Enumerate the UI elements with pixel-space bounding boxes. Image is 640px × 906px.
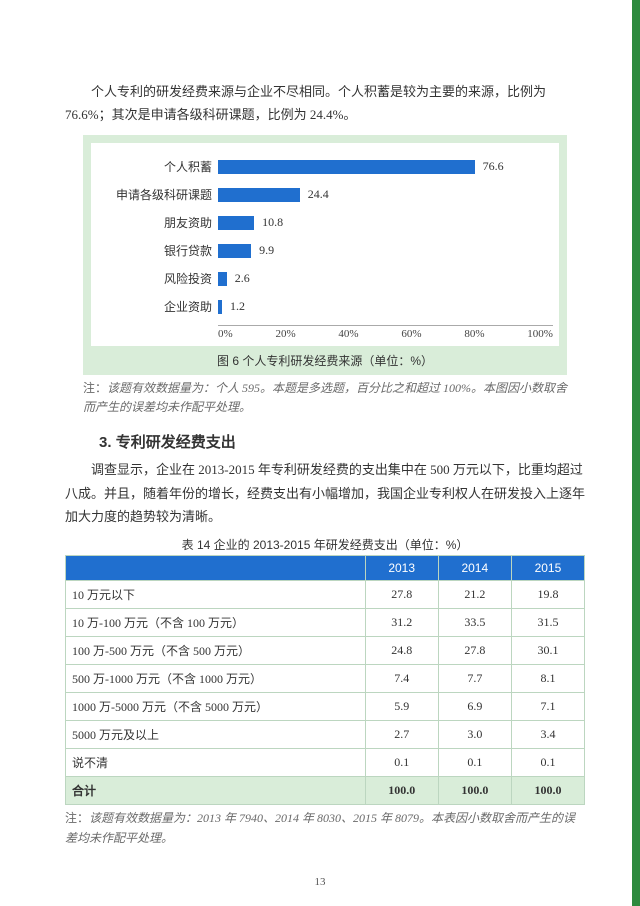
row-value-cell: 7.1	[511, 693, 584, 721]
total-value-cell: 100.0	[511, 777, 584, 805]
row-value-cell: 27.8	[438, 637, 511, 665]
row-value-cell: 8.1	[511, 665, 584, 693]
total-label-cell: 合计	[66, 777, 366, 805]
row-value-cell: 2.7	[365, 721, 438, 749]
row-value-cell: 27.8	[365, 581, 438, 609]
table-row: 5000 万元及以上2.73.03.4	[66, 721, 585, 749]
bar-row: 企业资助 1.2	[97, 293, 553, 321]
axis-tick-label: 20%	[275, 328, 295, 340]
bar-fill	[218, 300, 222, 314]
bar-row: 风险投资 2.6	[97, 265, 553, 293]
table-row: 1000 万-5000 万元（不含 5000 万元）5.96.97.1	[66, 693, 585, 721]
row-value-cell: 3.0	[438, 721, 511, 749]
bar-track: 24.4	[218, 181, 553, 209]
bar-track: 10.8	[218, 209, 553, 237]
table-caption: 表 14 企业的 2013-2015 年研发经费支出（单位：%）	[65, 536, 585, 553]
chart-x-axis: 0% 20% 40% 60% 80% 100%	[97, 325, 553, 340]
axis-tick-label: 100%	[527, 328, 553, 340]
table-row: 10 万-100 万元（不含 100 万元）31.233.531.5	[66, 609, 585, 637]
axis-tick-label: 60%	[401, 328, 421, 340]
bar-value-label: 24.4	[308, 187, 329, 202]
intro-paragraph: 个人专利的研发经费来源与企业不尽相同。个人积蓄是较为主要的来源，比例为 76.6…	[65, 80, 585, 127]
row-value-cell: 31.2	[365, 609, 438, 637]
row-value-cell: 7.4	[365, 665, 438, 693]
row-value-cell: 7.7	[438, 665, 511, 693]
bar-fill	[218, 244, 251, 258]
row-value-cell: 5.9	[365, 693, 438, 721]
axis-tick-label: 80%	[464, 328, 484, 340]
row-label-cell: 10 万元以下	[66, 581, 366, 609]
table-row: 100 万-500 万元（不含 500 万元）24.827.830.1	[66, 637, 585, 665]
row-value-cell: 30.1	[511, 637, 584, 665]
row-value-cell: 6.9	[438, 693, 511, 721]
row-value-cell: 0.1	[365, 749, 438, 777]
row-label-cell: 1000 万-5000 万元（不含 5000 万元）	[66, 693, 366, 721]
bar-fill	[218, 216, 254, 230]
bar-value-label: 1.2	[230, 299, 245, 314]
bar-track: 2.6	[218, 265, 553, 293]
bar-category-label: 申请各级科研课题	[97, 186, 218, 203]
table-row: 10 万元以下27.821.219.8	[66, 581, 585, 609]
row-label-cell: 5000 万元及以上	[66, 721, 366, 749]
bar-value-label: 76.6	[483, 159, 504, 174]
page-number: 13	[0, 876, 640, 888]
bar-category-label: 朋友资助	[97, 214, 218, 231]
table-row: 500 万-1000 万元（不含 1000 万元）7.47.78.1	[66, 665, 585, 693]
table-total-row: 合计100.0100.0100.0	[66, 777, 585, 805]
bar-value-label: 10.8	[262, 215, 283, 230]
bar-fill	[218, 188, 300, 202]
axis-tick-label: 40%	[338, 328, 358, 340]
row-value-cell: 24.8	[365, 637, 438, 665]
row-label-cell: 500 万-1000 万元（不含 1000 万元）	[66, 665, 366, 693]
table-header-cell: 2014	[438, 556, 511, 581]
chart-bars: 个人积蓄 76.6 申请各级科研课题 24.4 朋友资助 10.8 银行贷款 9.9 风险投资 2…	[97, 153, 553, 321]
bar-row: 申请各级科研课题 24.4	[97, 181, 553, 209]
table-footnote: 注：该题有效数据量为：2013 年 7940、2014 年 8030、2015 …	[65, 809, 585, 847]
bar-category-label: 风险投资	[97, 270, 218, 287]
row-value-cell: 0.1	[511, 749, 584, 777]
table-header-row: 201320142015	[66, 556, 585, 581]
bar-row: 银行贷款 9.9	[97, 237, 553, 265]
bar-value-label: 9.9	[259, 243, 274, 258]
row-value-cell: 3.4	[511, 721, 584, 749]
table-row: 说不清0.10.10.1	[66, 749, 585, 777]
table-header-cell: 2015	[511, 556, 584, 581]
chart-footnote: 注：该题有效数据量为：个人 595。本题是多选题，百分比之和超过 100%。本图…	[83, 379, 567, 417]
row-value-cell: 19.8	[511, 581, 584, 609]
table-body: 10 万元以下27.821.219.810 万-100 万元（不含 100 万元…	[66, 581, 585, 805]
row-value-cell: 31.5	[511, 609, 584, 637]
table-header-cell: 2013	[365, 556, 438, 581]
document-page: 个人专利的研发经费来源与企业不尽相同。个人积蓄是较为主要的来源，比例为 76.6…	[0, 0, 640, 906]
bar-category-label: 银行贷款	[97, 242, 218, 259]
bar-fill	[218, 272, 227, 286]
bar-track: 9.9	[218, 237, 553, 265]
figure-caption: 图 6 个人专利研发经费来源（单位：%）	[91, 346, 559, 371]
row-value-cell: 33.5	[438, 609, 511, 637]
bar-row: 朋友资助 10.8	[97, 209, 553, 237]
axis-tick-label: 0%	[218, 328, 233, 340]
row-label-cell: 说不清	[66, 749, 366, 777]
bar-fill	[218, 160, 475, 174]
bar-track: 76.6	[218, 153, 553, 181]
chart-plot-area: 个人积蓄 76.6 申请各级科研课题 24.4 朋友资助 10.8 银行贷款 9.9 风险投资 2…	[91, 143, 559, 346]
row-label-cell: 10 万-100 万元（不含 100 万元）	[66, 609, 366, 637]
row-value-cell: 0.1	[438, 749, 511, 777]
row-value-cell: 21.2	[438, 581, 511, 609]
chart-container: 个人积蓄 76.6 申请各级科研课题 24.4 朋友资助 10.8 银行贷款 9.9 风险投资 2…	[83, 135, 567, 375]
bar-value-label: 2.6	[235, 271, 250, 286]
bar-row: 个人积蓄 76.6	[97, 153, 553, 181]
expenditure-table: 201320142015 10 万元以下27.821.219.810 万-100…	[65, 555, 585, 805]
section-heading: 3. 专利研发经费支出	[99, 431, 585, 452]
bar-category-label: 个人积蓄	[97, 158, 218, 175]
total-value-cell: 100.0	[365, 777, 438, 805]
table-header-cell	[66, 556, 366, 581]
bar-category-label: 企业资助	[97, 298, 218, 315]
bar-track: 1.2	[218, 293, 553, 321]
body-paragraph: 调查显示，企业在 2013-2015 年专利研发经费的支出集中在 500 万元以…	[65, 458, 585, 528]
row-label-cell: 100 万-500 万元（不含 500 万元）	[66, 637, 366, 665]
total-value-cell: 100.0	[438, 777, 511, 805]
